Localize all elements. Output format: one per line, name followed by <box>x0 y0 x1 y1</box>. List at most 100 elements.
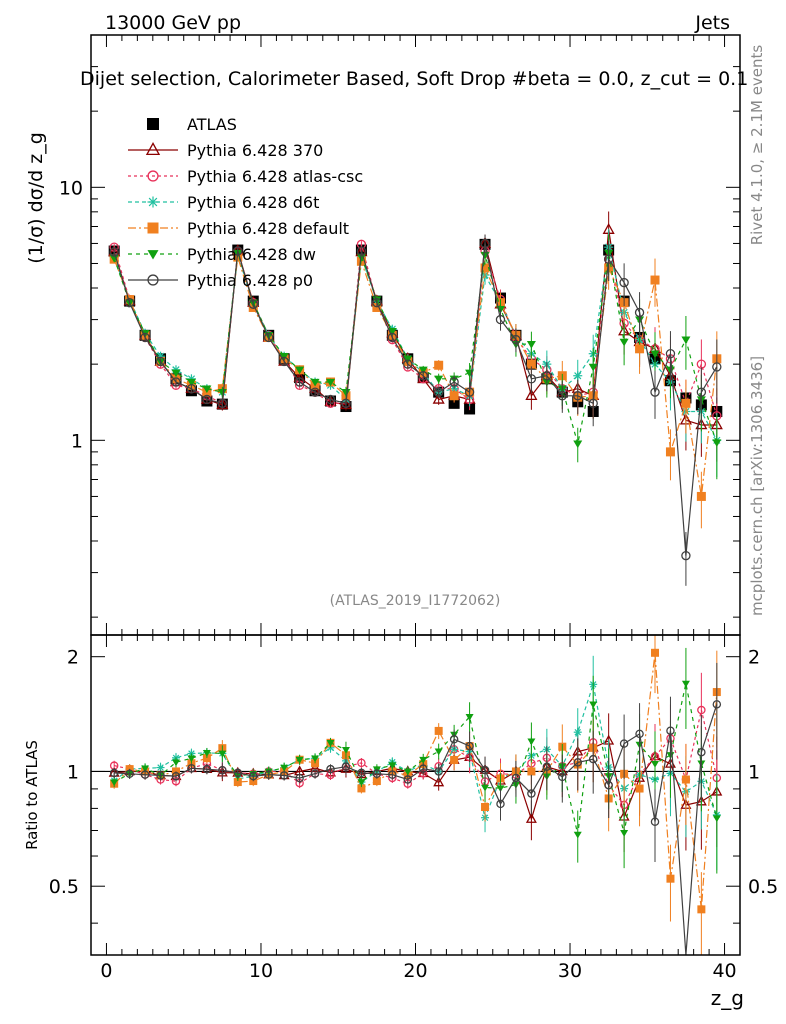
data-point <box>573 391 583 401</box>
x-tick-label: 20 <box>403 960 427 982</box>
data-point <box>665 447 675 457</box>
data-point <box>186 378 196 387</box>
ratio-point <box>650 817 660 826</box>
legend-label: ATLAS <box>187 115 237 134</box>
legend-entry: Pythia 6.428 p0 <box>128 271 313 290</box>
plot-title: Dijet selection, Calorimeter Based, Soft… <box>80 68 748 90</box>
ratio-point <box>434 767 443 776</box>
x-tick-label: 10 <box>249 960 273 982</box>
ratio-tick-label: 1 <box>748 761 760 783</box>
rivet-label: Rivet 4.1.0, ≥ 2.1M events <box>748 45 766 246</box>
ratio-point <box>357 784 366 793</box>
ratio-point <box>589 701 598 709</box>
ratio-point <box>156 763 165 772</box>
data-point <box>279 356 289 367</box>
ratio-point <box>110 779 119 787</box>
data-point <box>341 398 351 409</box>
x-axis-label: z_g <box>711 986 744 1010</box>
data-point <box>681 336 691 345</box>
ratio-point <box>681 680 690 688</box>
data-point <box>650 350 660 359</box>
ratio-point <box>248 771 258 781</box>
data-point <box>635 344 645 354</box>
ratio-tick-label: 1 <box>67 761 79 783</box>
ratio-line <box>113 684 718 820</box>
ratio-point <box>295 773 304 783</box>
data-point <box>696 491 706 501</box>
ratio-point <box>480 765 490 775</box>
ratio-point <box>697 705 706 715</box>
data-point <box>448 397 460 409</box>
ratio-point <box>357 758 366 768</box>
legend-label: Pythia 6.428 370 <box>187 141 323 160</box>
ratio-point <box>496 799 505 809</box>
data-point <box>619 338 629 347</box>
data-point <box>325 394 336 405</box>
legend-label: Pythia 6.428 d6t <box>187 193 319 212</box>
ratio-point <box>403 775 413 784</box>
ratio-point <box>558 772 567 782</box>
data-point <box>295 366 305 375</box>
ratio-point <box>218 766 227 775</box>
ratio-point <box>573 728 582 737</box>
ratio-line <box>114 709 718 807</box>
data-point <box>372 302 382 312</box>
data-point <box>432 392 445 404</box>
data-point <box>449 391 459 401</box>
data-point <box>356 253 366 262</box>
ratio-point <box>341 762 351 771</box>
legend-marker <box>147 222 159 234</box>
ratio-point <box>573 758 583 767</box>
data-point <box>588 398 598 409</box>
ratio-point <box>712 815 721 823</box>
marker-stroke <box>574 372 582 380</box>
ratio-point <box>280 764 289 772</box>
data-point <box>387 332 398 343</box>
ratio-point <box>481 784 490 792</box>
data-point <box>310 378 320 387</box>
legend-label: Pythia 6.428 default <box>187 219 349 238</box>
ratio-point <box>697 747 706 757</box>
data-point <box>650 387 660 397</box>
data-point <box>109 247 119 257</box>
ratio-point <box>651 648 660 657</box>
ratio-line <box>113 683 718 835</box>
data-point <box>217 398 228 409</box>
ratio-point <box>619 739 629 748</box>
ratio-point <box>310 769 320 778</box>
ratio-point <box>465 741 474 751</box>
ratio-point <box>666 726 675 735</box>
series-6 <box>109 234 722 956</box>
data-point <box>526 359 536 369</box>
ratio-point <box>357 779 366 787</box>
ratio-point <box>233 768 243 778</box>
legend-label: Pythia 6.428 dw <box>187 245 316 264</box>
data-point <box>202 385 212 394</box>
x-tick-label: 0 <box>100 960 112 982</box>
ratio-point <box>635 784 644 793</box>
ratio-point <box>434 726 443 735</box>
ratio-line <box>113 652 718 910</box>
data-point <box>525 389 538 401</box>
legend-marker <box>147 170 159 182</box>
ratio-point <box>449 735 459 744</box>
energy-label: 13000 GeV pp <box>105 12 241 34</box>
ratio-point <box>651 760 660 768</box>
ratio-point <box>295 756 304 764</box>
data-series <box>108 211 723 956</box>
ratio-point <box>388 762 397 770</box>
data-point <box>526 340 536 349</box>
ratio-point <box>604 780 613 790</box>
y-tick-label: 1 <box>71 430 83 452</box>
data-point <box>418 371 428 381</box>
ratio-point <box>527 767 536 776</box>
ratio-point <box>666 874 675 883</box>
data-point <box>109 254 119 263</box>
data-point <box>588 363 598 372</box>
legend-entry: Pythia 6.428 atlas-csc <box>128 167 363 186</box>
legend-marker <box>145 142 161 156</box>
data-point <box>495 314 506 325</box>
data-point <box>264 332 274 343</box>
data-point <box>171 377 181 387</box>
